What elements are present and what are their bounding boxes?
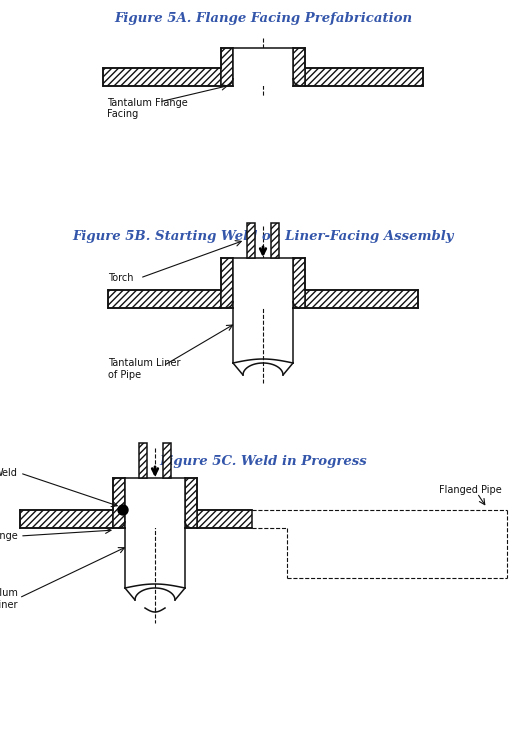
Text: Flanged Pipe: Flanged Pipe xyxy=(439,485,502,495)
Bar xyxy=(305,68,423,86)
Bar xyxy=(221,48,233,86)
Bar xyxy=(197,510,252,528)
Bar xyxy=(221,258,233,308)
Bar xyxy=(305,290,418,308)
Text: Flange: Flange xyxy=(0,531,18,541)
Bar xyxy=(293,258,305,308)
Bar xyxy=(247,223,255,258)
Bar xyxy=(163,443,171,478)
Bar xyxy=(103,68,221,86)
Bar xyxy=(271,223,279,258)
Text: Figure 5B. Starting Weld on Liner-Facing Assembly: Figure 5B. Starting Weld on Liner-Facing… xyxy=(72,230,454,243)
Bar xyxy=(108,290,221,308)
Bar xyxy=(113,478,125,528)
Bar xyxy=(125,478,185,528)
Text: of Pipe: of Pipe xyxy=(108,370,141,380)
Circle shape xyxy=(118,505,128,515)
Bar xyxy=(20,510,113,528)
Text: Facing: Facing xyxy=(107,109,138,119)
Bar xyxy=(233,48,293,86)
Bar xyxy=(185,478,197,528)
Text: Tantalum Flange: Tantalum Flange xyxy=(107,98,188,108)
Text: Figure 5C. Weld in Progress: Figure 5C. Weld in Progress xyxy=(159,455,367,468)
Bar xyxy=(293,48,305,86)
Text: Tantalum: Tantalum xyxy=(0,588,18,598)
Text: Weld: Weld xyxy=(0,468,18,478)
Bar xyxy=(233,258,293,308)
Text: Liner: Liner xyxy=(0,600,18,610)
Text: Torch: Torch xyxy=(108,273,133,283)
Text: Tantalum Liner: Tantalum Liner xyxy=(108,358,181,368)
Text: Figure 5A. Flange Facing Prefabrication: Figure 5A. Flange Facing Prefabrication xyxy=(114,12,412,25)
Bar xyxy=(139,443,147,478)
